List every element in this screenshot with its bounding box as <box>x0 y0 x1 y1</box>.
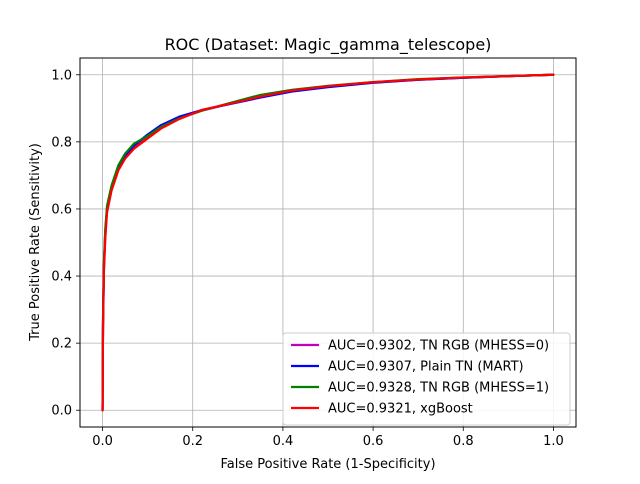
y-tick-label: 0.0 <box>51 404 72 419</box>
legend-entry: AUC=0.9328, TN RGB (MHESS=1) <box>328 381 549 396</box>
y-axis-ticks: 0.0 0.2 0.4 0.6 0.8 1.0 <box>51 68 80 419</box>
y-axis-label: True Positive Rate (Sensitivity) <box>28 143 43 342</box>
x-tick-label: 0.4 <box>273 434 294 449</box>
plot-frame <box>79 57 577 428</box>
y-tick-label: 0.8 <box>51 135 72 150</box>
grid <box>80 58 576 427</box>
legend-entry: AUC=0.9307, Plain TN (MART) <box>328 360 524 375</box>
y-tick-label: 0.2 <box>51 337 72 352</box>
x-tick-label: 0.8 <box>453 434 474 449</box>
x-tick-label: 0.2 <box>182 434 203 449</box>
y-tick-label: 0.6 <box>51 202 72 217</box>
x-axis-ticks: 0.0 0.2 0.4 0.6 0.8 1.0 <box>92 427 564 449</box>
legend-entry: AUC=0.9321, xgBoost <box>328 402 473 417</box>
x-tick-label: 0.6 <box>363 434 384 449</box>
legend-box <box>282 332 571 426</box>
y-tick-label: 0.4 <box>51 270 72 285</box>
x-tick-label: 1.0 <box>543 434 564 449</box>
chart-title: ROC (Dataset: Magic_gamma_telescope) <box>165 35 492 55</box>
x-axis-label: False Positive Rate (1-Specificity) <box>220 457 435 472</box>
legend: AUC=0.9302, TN RGB (MHESS=0) AUC=0.9307, … <box>282 332 571 426</box>
y-tick-label: 1.0 <box>51 68 72 83</box>
legend-entry: AUC=0.9302, TN RGB (MHESS=0) <box>328 339 549 354</box>
series-lines <box>101 73 555 412</box>
x-tick-label: 0.0 <box>92 434 113 449</box>
series-line-3 <box>101 73 555 412</box>
